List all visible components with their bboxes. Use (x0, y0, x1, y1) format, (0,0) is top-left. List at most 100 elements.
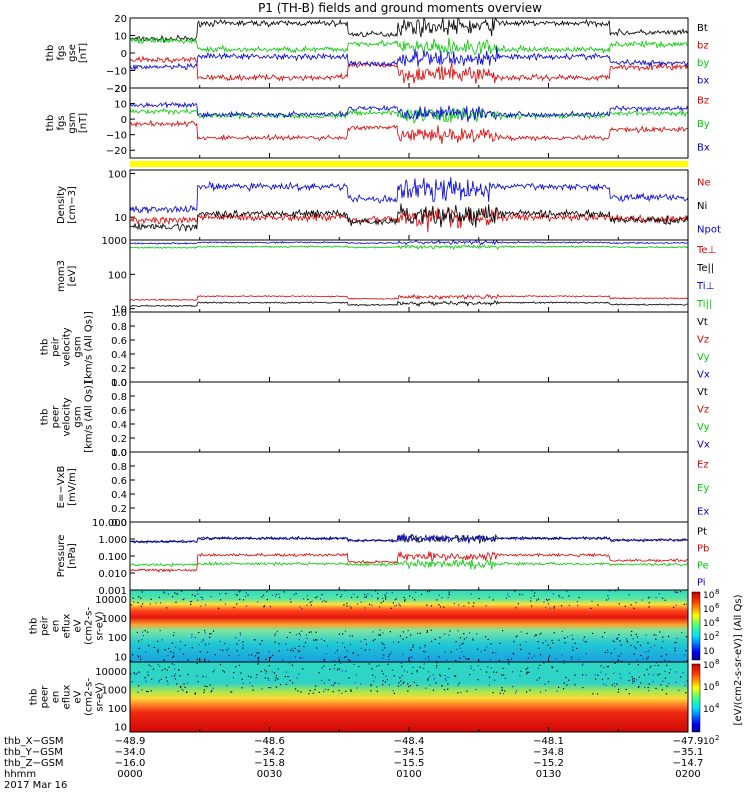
heatmap-speck (616, 638, 619, 640)
y-tick-label: 0.0 (111, 518, 127, 529)
y-axis-label-density: Density[cm−3] (56, 186, 78, 224)
panel-density: Density[cm−3] 100 10 Ne Ni Npot (56, 169, 721, 241)
heatmap-speck (165, 676, 167, 679)
time-axis-tick-x: −48.1 (533, 736, 564, 747)
heatmap-speck (576, 600, 578, 603)
heatmap-speck (351, 635, 353, 637)
heatmap-speck (235, 666, 237, 668)
legend-label-peer_velocity: Vz (697, 404, 709, 415)
heatmap-speck (616, 683, 618, 685)
heatmap-speck (377, 598, 379, 600)
heatmap-speck (206, 651, 209, 653)
heatmap-speck (493, 671, 495, 673)
heatmap-speck (531, 590, 533, 592)
time-axis-tick-y: −34.2 (254, 747, 285, 758)
heatmap-speck (138, 647, 140, 650)
heatmap-speck (563, 663, 565, 665)
heatmap-speck (463, 605, 465, 607)
heatmap-speck (558, 595, 560, 597)
heatmap-speck (239, 590, 241, 592)
heatmap-speck (383, 644, 385, 646)
heatmap-speck (407, 629, 409, 632)
heatmap-speck (576, 647, 578, 650)
heatmap-speck (387, 655, 390, 657)
heatmap-speck (257, 657, 259, 659)
heatmap-speck (158, 665, 161, 667)
heatmap-speck (429, 675, 431, 677)
heatmap-speck (144, 630, 146, 632)
time-axis-tick-hhmm: 0100 (396, 769, 421, 780)
heatmap-speck (477, 665, 479, 667)
heatmap-speck (226, 685, 228, 687)
panel-peir_velocity: thbpeirvelocitygsm[km/s (All Qs)] 1.0 0.8 0… (40, 308, 710, 389)
y-tick-label: 10000 (95, 595, 127, 606)
heatmap-speck (603, 666, 605, 669)
heatmap-speck (512, 686, 514, 688)
y-tick-label: 0.001 (98, 586, 127, 597)
heatmap-speck (274, 634, 276, 636)
heatmap-speck (186, 682, 189, 684)
heatmap-speck (171, 675, 173, 677)
time-axis-tick-z: −14.7 (673, 758, 704, 769)
heatmap-speck (470, 665, 472, 667)
heatmap-speck (190, 600, 193, 603)
heatmap-speck (502, 693, 505, 695)
y-axis-label-line: (cm2-s- (84, 678, 95, 716)
heatmap-speck (545, 640, 547, 642)
panel-peer_eflux: thbpeerenefluxeV(cm2-s-sr-eV)10000100010… (29, 661, 689, 733)
heatmap-speck (498, 660, 500, 662)
heatmap-speck (525, 641, 527, 643)
heatmap-speck (326, 645, 329, 647)
heatmap-speck (527, 657, 529, 659)
heatmap-speck (455, 675, 457, 677)
heatmap-speck (225, 592, 227, 595)
heatmap-speck (507, 659, 509, 661)
heatmap-speck (334, 664, 336, 666)
heatmap-speck (463, 638, 466, 640)
heatmap-speck (648, 596, 651, 598)
time-axis-tick-y: −34.5 (394, 747, 425, 758)
heatmap-speck (236, 603, 238, 605)
heatmap-speck (424, 651, 426, 653)
heatmap-speck (376, 686, 378, 688)
heatmap-speck (658, 593, 660, 595)
y-tick-label: 10 (114, 213, 127, 224)
heatmap-speck (302, 668, 304, 670)
heatmap-speck (393, 641, 395, 643)
heatmap-speck (662, 640, 664, 643)
heatmap-speck (181, 688, 183, 690)
heatmap-speck (538, 647, 540, 649)
heatmap-speck (323, 640, 325, 642)
heatmap-speck (290, 601, 292, 603)
heatmap-speck (147, 691, 149, 693)
heatmap-speck (364, 596, 366, 598)
heatmap-speck (581, 664, 584, 666)
heatmap-speck (341, 692, 343, 694)
heatmap-speck (191, 594, 194, 596)
heatmap-speck (360, 601, 362, 603)
y-axis-label-line: eflux (62, 685, 73, 710)
heatmap-speck (206, 685, 208, 688)
series-line-fgs_gse (129, 47, 689, 71)
heatmap-speck (394, 599, 396, 601)
heatmap-speck (633, 646, 635, 648)
heatmap-speck (619, 655, 621, 657)
heatmap-speck (298, 645, 300, 647)
legend-label-peir_velocity: Vy (697, 352, 710, 363)
heatmap-speck (556, 690, 558, 692)
heatmap-speck (552, 593, 555, 595)
heatmap-speck (285, 671, 287, 673)
heatmap-speck (508, 663, 510, 665)
heatmap-speck (238, 655, 240, 657)
heatmap-speck (512, 652, 514, 655)
heatmap-speck (670, 668, 672, 670)
heatmap-speck (212, 687, 214, 689)
heatmap-speck (633, 677, 636, 680)
heatmap-speck (167, 593, 170, 595)
heatmap-speck (400, 662, 403, 664)
heatmap-speck (147, 674, 149, 676)
heatmap-speck (285, 683, 288, 685)
heatmap-speck (658, 673, 661, 675)
heatmap-speck (648, 673, 650, 675)
heatmap-speck (501, 674, 503, 676)
